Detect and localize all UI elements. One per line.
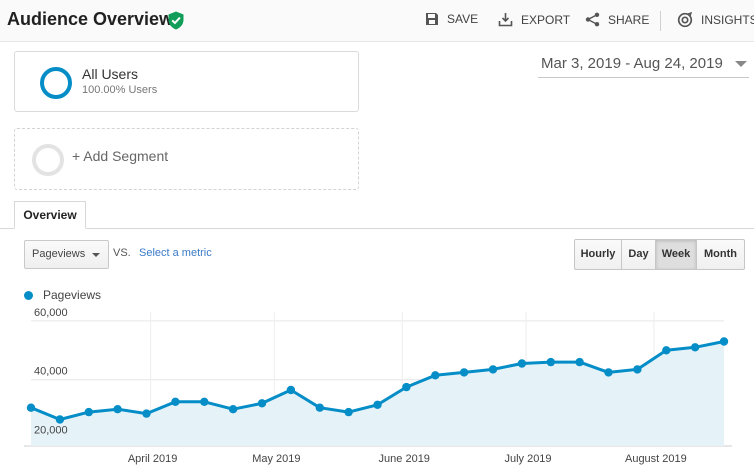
data-point xyxy=(662,346,671,355)
legend-swatch xyxy=(24,290,33,300)
y-tick-label: 40,000 xyxy=(34,366,68,378)
data-point xyxy=(315,403,324,412)
period-hourly-button[interactable]: Hourly xyxy=(575,240,622,269)
legend-label: Pageviews xyxy=(43,288,102,302)
add-segment-label: + Add Segment xyxy=(72,148,169,164)
insights-label: INSIGHTS xyxy=(701,13,754,27)
data-point xyxy=(575,357,584,367)
share-icon xyxy=(585,12,600,27)
select-metric-link[interactable]: Select a metric xyxy=(139,247,212,259)
metric-selected-value: Pageviews xyxy=(32,248,86,260)
data-point xyxy=(719,337,729,346)
x-tick-label: August 2019 xyxy=(625,453,687,465)
share-label: SHARE xyxy=(608,12,650,27)
tab-divider xyxy=(0,228,754,229)
share-button[interactable]: SHARE xyxy=(585,12,649,27)
period-toggle-group: Hourly Day Week Month xyxy=(574,239,745,270)
data-point xyxy=(55,415,65,424)
x-tick-label: July 2019 xyxy=(504,453,551,465)
export-icon xyxy=(498,13,513,27)
segment-color-ring xyxy=(40,67,72,99)
date-range-text: Mar 3, 2019 - Aug 24, 2019 xyxy=(541,55,723,72)
verified-shield-icon xyxy=(168,11,184,30)
series-area xyxy=(31,341,724,446)
x-tick-label: June 2019 xyxy=(379,453,430,465)
data-point xyxy=(546,357,555,367)
segment-name: All Users xyxy=(82,66,139,82)
save-label: SAVE xyxy=(447,12,479,26)
data-point xyxy=(344,407,353,417)
chart-legend: Pageviews xyxy=(24,288,101,302)
vs-label: VS. xyxy=(113,247,131,259)
report-header: Audience Overview SAVE EXPORT SHARE xyxy=(0,0,754,42)
page-title: Audience Overview xyxy=(7,9,174,29)
export-label: EXPORT xyxy=(521,12,571,27)
x-tick-label: April 2019 xyxy=(128,453,178,465)
data-point xyxy=(228,405,238,414)
data-point xyxy=(690,343,700,352)
data-point xyxy=(373,400,382,409)
y-tick-label: 20,000 xyxy=(34,425,68,437)
data-point xyxy=(200,397,209,406)
empty-segment-ring xyxy=(32,144,64,176)
data-point xyxy=(142,409,151,418)
data-point xyxy=(113,405,122,414)
date-range-picker[interactable]: Mar 3, 2019 - Aug 24, 2019 xyxy=(538,51,749,78)
save-button[interactable]: SAVE xyxy=(425,12,478,26)
data-point xyxy=(257,399,267,408)
segment-all-users[interactable]: All Users 100.00% Users xyxy=(14,51,359,112)
period-week-button[interactable]: Week xyxy=(656,240,697,269)
data-point xyxy=(431,371,440,380)
add-segment-button[interactable]: + Add Segment xyxy=(14,128,359,190)
export-button[interactable]: EXPORT xyxy=(498,12,570,27)
data-point xyxy=(517,359,527,368)
data-point xyxy=(402,382,411,392)
data-point xyxy=(604,368,613,377)
pageviews-chart: 20,000 40,000 60,000 April 2019 May 2019 June… xyxy=(24,307,732,465)
chevron-down-icon xyxy=(92,253,100,257)
data-point xyxy=(286,385,296,395)
segment-percentage: 100.00% Users xyxy=(82,84,158,96)
data-point xyxy=(171,397,180,406)
x-tick-label: May 2019 xyxy=(252,453,300,465)
tab-overview[interactable]: Overview xyxy=(14,201,86,229)
data-point xyxy=(459,368,469,377)
chevron-down-icon xyxy=(735,61,747,67)
period-day-button[interactable]: Day xyxy=(622,240,656,269)
toolbar-divider xyxy=(660,11,661,31)
data-point xyxy=(26,403,36,412)
data-point xyxy=(488,365,498,374)
insights-button[interactable]: INSIGHTS xyxy=(677,12,754,28)
data-point xyxy=(633,365,642,374)
save-icon xyxy=(426,13,438,25)
metric-dropdown[interactable]: Pageviews xyxy=(24,240,109,269)
data-point xyxy=(84,407,94,417)
insights-icon xyxy=(677,12,693,28)
y-tick-label: 60,000 xyxy=(34,307,68,319)
period-month-button[interactable]: Month xyxy=(704,248,737,260)
